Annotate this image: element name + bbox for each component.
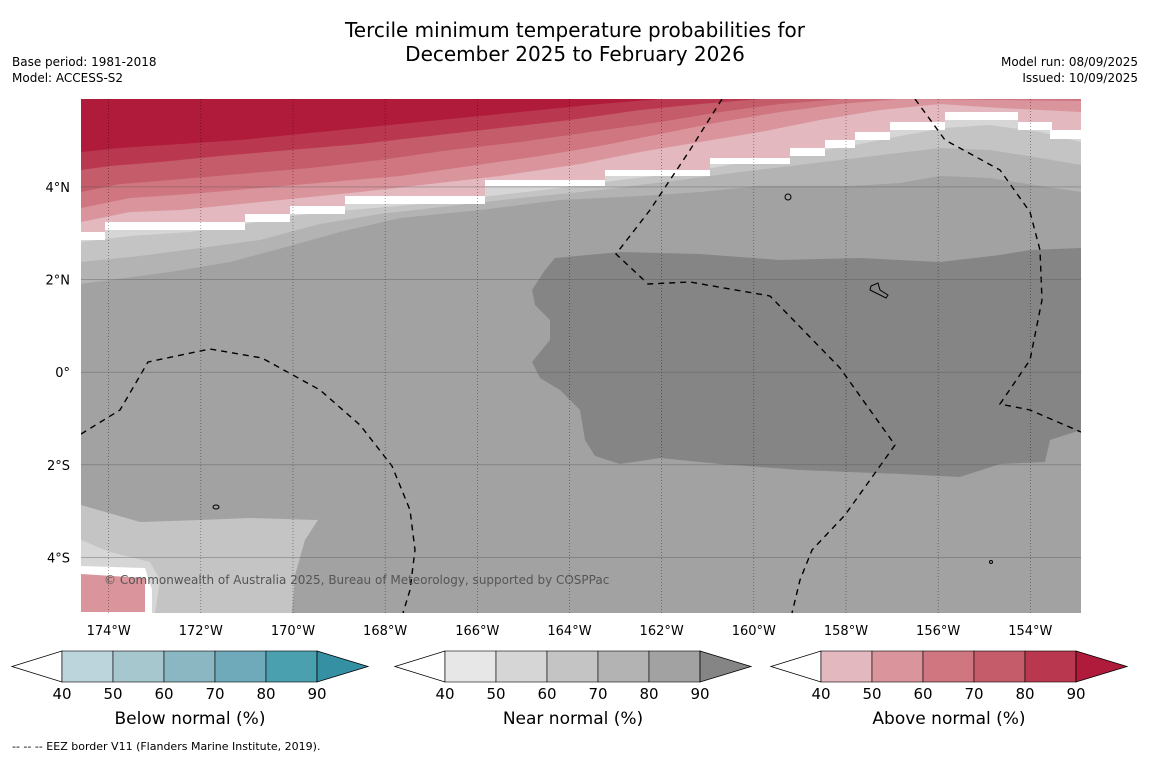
above-normal-50-zone-south [81,574,145,612]
model-name: Model: ACCESS-S2 [12,71,124,85]
title-line-1: Tercile minimum temperature probabilitie… [344,18,806,42]
issued-date: Issued: 10/09/2025 [1022,71,1138,85]
colorbars: 40 50 60 70 80 90 40 50 60 70 80 90 40 50 60 70 80 90 [10,650,1129,703]
colorbar-segment [444,650,497,683]
colorbar-extend-high [316,650,370,683]
longitude-tick-label: 164°W [547,624,591,639]
colorbar-segment [495,650,548,683]
latitude-tick-label: 0° [55,366,70,381]
map-fields [81,99,1081,613]
gridlines [81,99,1081,613]
colorbar-tick-label: 60 [154,685,173,703]
island-outline [784,193,792,201]
colorbar-tick-label: 40 [52,685,71,703]
colorbar-tick-label: 70 [964,685,983,703]
info-left: Base period: 1981-2018 Model: ACCESS-S2 [12,54,157,86]
colorbar-extend-low [769,650,822,683]
longitude-tick-label: 170°W [271,624,315,639]
colorbar-extend-high [1075,650,1129,683]
colorbar-extend-low [393,650,446,683]
colorbar-tick-label: 50 [103,685,122,703]
colorbar-tick-label: 40 [435,685,454,703]
colorbar-tick-label: 80 [1015,685,1034,703]
colorbar-segment [112,650,165,683]
colorbar-segment [546,650,599,683]
longitude-tick-label: 156°W [916,624,960,639]
longitude-tick-label: 154°W [1008,624,1052,639]
colorbar-segment [597,650,650,683]
colorbar-tick-label: 80 [639,685,658,703]
colorbar-tick-label: 60 [913,685,932,703]
colorbar-segment [973,650,1026,683]
colorbar-segment [1024,650,1077,683]
colorbar-tick-label: 50 [486,685,505,703]
colorbar-segment [163,650,216,683]
map-title: Tercile minimum temperature probabilitie… [0,18,1150,66]
colorbar-segment [61,650,114,683]
latitude-tick-label: 2°N [46,274,71,289]
latitude-tick-label: 4°N [46,181,71,196]
colorbar-extend-high [699,650,753,683]
longitude-tick-label: 172°W [179,624,223,639]
longitude-tick-label: 174°W [87,624,131,639]
colorbar-label-below: Below normal (%) [114,709,266,729]
colorbar-segment [871,650,924,683]
colorbar-tick-label: 90 [307,685,326,703]
colorbar-near: 40 50 60 70 80 90 [393,650,753,703]
colorbar-segment [214,650,267,683]
colorbar-segment [922,650,975,683]
above-normal-90-zone [81,99,660,152]
longitude-tick-label: 160°W [732,624,776,639]
longitude-tick-label: 168°W [363,624,407,639]
colorbar-tick-label: 90 [690,685,709,703]
base-period: Base period: 1981-2018 [12,55,157,69]
colorbar-tick-label: 50 [862,685,881,703]
latitude-tick-label: 4°S [47,551,70,566]
longitude-tick-label: 166°W [455,624,499,639]
title-line-2: December 2025 to February 2026 [405,42,745,66]
island-outline [989,560,993,564]
colorbar-segment [648,650,701,683]
info-right: Model run: 08/09/2025 Issued: 10/09/2025 [1001,54,1138,86]
colorbar-below: 40 50 60 70 80 90 [10,650,370,703]
colorbar-tick-label: 60 [537,685,556,703]
colorbar-label-near: Near normal (%) [502,709,644,729]
colorbar-segment [820,650,873,683]
eez-borders [81,99,1081,613]
colorbar-tick-label: 90 [1066,685,1085,703]
colorbar-tick-label: 70 [588,685,607,703]
model-run: Model run: 08/09/2025 [1000,55,1138,69]
colorbar-segment [265,650,318,683]
colorbar-extend-low [10,650,63,683]
copyright-notice: © Commonwealth of Australia 2025, Bureau… [104,573,609,587]
colorbar-above: 40 50 60 70 80 90 [769,650,1129,703]
colorbar-tick-label: 80 [256,685,275,703]
colorbar-tick-label: 70 [205,685,224,703]
island-outline [869,282,889,299]
near-normal-90-zone [532,248,1081,477]
eez-footnote: -- -- -- EEZ border V11 (Flanders Marine… [12,740,321,753]
latitude-tick-label: 2°S [47,459,70,474]
colorbar-tick-label: 40 [811,685,830,703]
longitude-tick-label: 162°W [640,624,684,639]
island-outline [212,504,220,510]
longitude-tick-label: 158°W [824,624,868,639]
colorbar-label-above: Above normal (%) [872,709,1026,729]
latitude-tick-labels: 4°N 2°N 0° 2°S 4°S [46,181,71,566]
longitude-tick-labels: 174°W 172°W 170°W 168°W 166°W 164°W 162°W 160°W… [87,624,1053,639]
